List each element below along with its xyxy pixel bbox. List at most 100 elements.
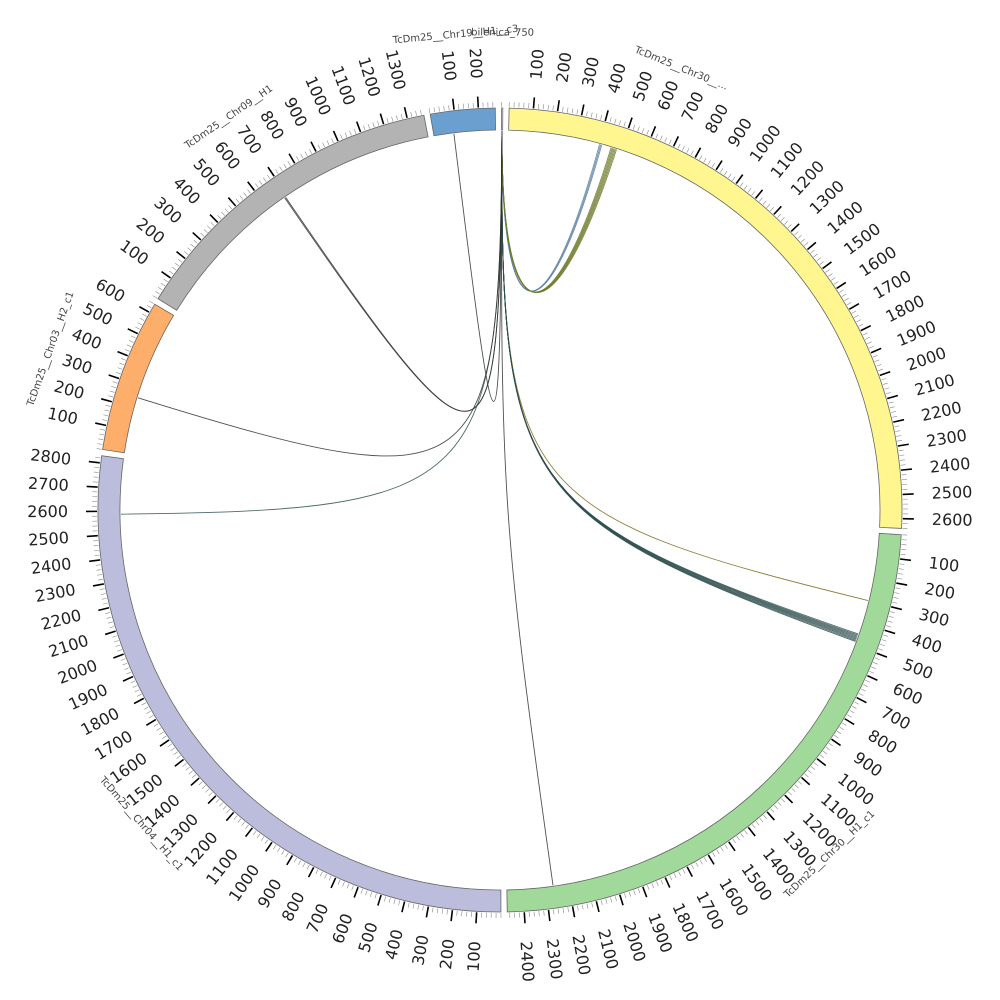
- tick-label: 700: [303, 901, 333, 937]
- minor-tick: [208, 792, 213, 797]
- minor-tick: [867, 341, 872, 345]
- minor-tick: [813, 762, 819, 766]
- minor-tick: [881, 378, 887, 381]
- major-tick: [117, 350, 128, 357]
- major-tick: [145, 718, 157, 726]
- major-tick: [672, 136, 680, 147]
- minor-tick: [193, 240, 198, 244]
- minor-tick: [160, 282, 166, 287]
- minor-tick: [777, 801, 782, 806]
- minor-tick: [743, 185, 748, 190]
- tick-label: 2600: [27, 502, 68, 521]
- minor-tick: [255, 183, 259, 188]
- major-tick: [822, 261, 832, 270]
- minor-tick: [762, 200, 767, 205]
- major-tick: [451, 98, 455, 110]
- tick-label: 500: [354, 920, 381, 955]
- tick-label: 1900: [644, 911, 676, 956]
- minor-tick: [346, 883, 350, 889]
- minor-tick: [185, 766, 190, 771]
- minor-tick: [759, 197, 763, 202]
- minor-tick: [586, 111, 588, 117]
- minor-tick: [656, 881, 659, 887]
- minor-tick: [712, 852, 716, 857]
- minor-tick: [331, 138, 334, 144]
- minor-tick: [101, 597, 107, 600]
- minor-tick: [552, 105, 554, 111]
- segment-name: bilenica_750: [471, 27, 534, 38]
- minor-tick: [207, 225, 212, 230]
- minor-tick: [600, 114, 603, 120]
- minor-tick: [233, 815, 238, 820]
- minor-tick: [703, 157, 707, 163]
- major-tick: [556, 100, 560, 112]
- tick-label: 2800: [29, 445, 72, 469]
- minor-tick: [107, 621, 113, 624]
- major-tick: [288, 153, 296, 164]
- tick-label: 2300: [925, 426, 968, 451]
- link-3: [501, 131, 857, 640]
- minor-tick: [96, 569, 102, 571]
- minor-tick: [871, 666, 876, 670]
- minor-tick: [810, 249, 815, 254]
- minor-tick: [94, 466, 100, 468]
- minor-tick: [865, 679, 870, 683]
- tick-label: 500: [629, 69, 657, 104]
- minor-tick: [610, 897, 613, 903]
- minor-tick: [259, 180, 263, 185]
- minor-tick: [219, 802, 224, 807]
- tick-label: 100: [526, 48, 547, 80]
- minor-tick: [836, 730, 842, 735]
- minor-tick: [264, 839, 269, 844]
- major-tick: [642, 886, 648, 898]
- major-tick: [192, 231, 202, 241]
- minor-tick: [798, 780, 803, 785]
- minor-tick: [170, 747, 175, 752]
- minor-tick: [691, 864, 695, 870]
- minor-tick: [813, 253, 818, 258]
- major-tick: [891, 606, 903, 611]
- major-tick: [754, 189, 764, 199]
- major-tick: [836, 281, 847, 290]
- tick-label: 400: [604, 61, 630, 95]
- minor-tick: [899, 563, 905, 565]
- minor-tick: [97, 574, 103, 576]
- major-tick: [715, 160, 723, 171]
- tick-label: 2100: [594, 927, 622, 971]
- minor-tick: [724, 170, 728, 176]
- major-tick: [784, 794, 794, 804]
- tick-label: 600: [653, 78, 682, 113]
- tick-label: 2400: [517, 941, 538, 983]
- minor-tick: [132, 685, 138, 688]
- major-tick: [650, 126, 657, 137]
- link-3: [501, 131, 857, 641]
- major-tick: [227, 197, 237, 207]
- minor-tick: [326, 140, 330, 146]
- minor-tick: [102, 419, 108, 421]
- major-tick: [728, 841, 736, 852]
- minor-tick: [106, 616, 112, 619]
- minor-tick: [277, 847, 281, 853]
- minor-tick: [163, 278, 168, 283]
- minor-tick: [858, 323, 864, 327]
- minor-tick: [122, 662, 128, 666]
- major-tick: [190, 777, 200, 787]
- minor-tick: [894, 592, 900, 594]
- minor-tick: [660, 879, 664, 885]
- major-tick: [307, 866, 315, 878]
- minor-tick: [260, 836, 265, 841]
- tick-label: 500: [900, 655, 935, 684]
- major-tick: [98, 606, 110, 612]
- minor-tick: [614, 896, 617, 902]
- minor-tick: [374, 893, 377, 899]
- minor-tick: [646, 129, 649, 135]
- minor-tick: [119, 362, 125, 366]
- minor-tick: [117, 649, 123, 652]
- minor-tick: [876, 364, 882, 367]
- minor-tick: [102, 602, 108, 605]
- minor-tick: [337, 879, 341, 885]
- tick-label: 400: [381, 927, 407, 961]
- minor-tick: [228, 205, 233, 210]
- minor-tick: [884, 387, 890, 390]
